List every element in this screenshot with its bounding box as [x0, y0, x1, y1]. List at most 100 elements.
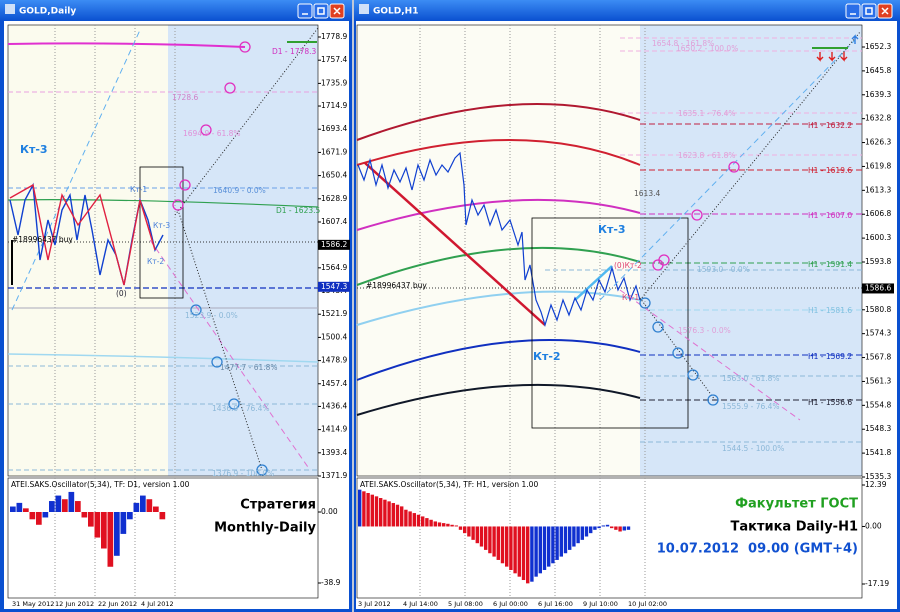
osc-bar — [442, 523, 446, 527]
annotation: 1650.2 - 100.0% — [676, 44, 738, 53]
left-window-frame-rect — [0, 0, 352, 21]
right-drawings-g-circle — [691, 209, 703, 221]
left-drawings-g-circle — [172, 199, 184, 211]
osc-bar — [395, 504, 400, 527]
caption: 10.07.2012 09.00 (GMT+4) — [657, 542, 858, 557]
price-label: 1554.8 — [865, 400, 891, 409]
osc-bar — [584, 526, 589, 537]
price-label: 1671.9 — [321, 147, 347, 156]
left-drawings-path — [7, 199, 319, 208]
price-label: 1567.8 — [865, 353, 891, 362]
price-label: 1561.3 — [865, 376, 891, 385]
osc-bar — [521, 526, 526, 581]
annotation: 1613.4 — [634, 189, 660, 198]
osc-bar — [23, 508, 29, 512]
osc-bar — [429, 519, 433, 527]
osc-bar — [458, 526, 463, 530]
time-label: 4 Jul 14:00 — [403, 600, 438, 608]
osc-bar — [101, 512, 107, 549]
osc-bar — [589, 526, 593, 534]
osc-bar — [68, 491, 75, 512]
osc-bar — [446, 523, 450, 527]
osc-bar — [62, 499, 68, 512]
time-label: 6 Jul 00:00 — [493, 600, 528, 608]
annotation: 1623.8 - 61.8% — [678, 151, 736, 160]
annotation: Кт-3 — [153, 221, 170, 230]
osc-bar — [572, 526, 576, 547]
right-window-buttons-rect[interactable] — [861, 3, 877, 19]
right-drawings-path — [356, 383, 641, 416]
osc-bar — [450, 524, 454, 527]
right-window-buttons-path[interactable] — [850, 7, 889, 15]
price-label: 1632.8 — [865, 114, 891, 123]
left-window-buttons-path[interactable] — [302, 7, 341, 15]
right-drawings-polyline — [357, 151, 641, 328]
left-drawings-g-circle — [190, 304, 202, 316]
right-window-buttons[interactable] — [845, 3, 893, 19]
osc-bar — [55, 495, 62, 512]
price-label: 1714.9 — [321, 101, 347, 110]
price-highlight — [318, 239, 350, 250]
left-window-frame-rect — [5, 4, 15, 14]
price-label: 1757.4 — [321, 55, 347, 64]
time-label: 10 Jul 02:00 — [628, 600, 667, 608]
left-drawings-g-circle — [179, 179, 191, 191]
osc-bar — [120, 512, 127, 534]
window-title: GOLD,H1 — [373, 7, 418, 17]
annotation: 1640.9 - 0.0% — [213, 186, 266, 195]
osc-bar — [159, 512, 166, 520]
left-drawings-polyline — [9, 183, 156, 286]
annotation: #18996437 buy — [12, 235, 73, 244]
annotation: Кт-3 — [20, 143, 48, 156]
osc-bar — [404, 509, 408, 527]
osc-bar — [479, 526, 484, 547]
right-window-frame-rect — [354, 0, 900, 21]
osc-bar — [416, 514, 421, 527]
price-label: 1393.4 — [321, 448, 347, 457]
annotation: 1563.0 - 61.8% — [722, 374, 780, 383]
osc-bar — [412, 513, 416, 527]
oscillator-title: ATEI.SAKS.Oscillator(5,34), TF: H1, vers… — [360, 480, 538, 489]
right-drawings-path — [356, 246, 641, 286]
osc-label: 0.00 — [321, 507, 338, 516]
annotation: 1635.1 - 76.4% — [678, 109, 736, 118]
price-label: 1628.9 — [321, 194, 347, 203]
annotation: 1593.0 - 0.0% — [697, 265, 750, 274]
osc-bar — [542, 526, 547, 570]
price-label: 1626.3 — [865, 138, 891, 147]
osc-bar — [153, 506, 159, 512]
price-highlight-label: 1547.3 — [321, 282, 347, 291]
osc-bar — [29, 512, 36, 520]
right-drawings-g — [652, 161, 740, 271]
right-drawings-g-circle — [707, 394, 719, 406]
osc-bar — [374, 496, 379, 527]
osc-bar — [484, 526, 488, 550]
annotation: H1 - 1607.0 — [808, 211, 852, 220]
right-drawings-g-circle — [652, 321, 664, 333]
right-window-buttons-rect[interactable] — [845, 3, 861, 19]
annotation: D1 - 1778.3 — [272, 47, 316, 56]
osc-bar — [505, 526, 509, 567]
left-window-buttons[interactable] — [297, 3, 345, 19]
right-drawings-path — [851, 34, 859, 44]
annotation: 1694.9 - 61.8% — [183, 129, 241, 138]
caption: Monthly-Daily — [214, 521, 316, 536]
osc-label: -38.9 — [321, 578, 341, 587]
price-label: 1457.4 — [321, 379, 347, 388]
osc-bar — [16, 502, 23, 512]
left-window-buttons-rect[interactable] — [297, 3, 313, 19]
right-drawings-line — [639, 31, 861, 301]
price-label: 1613.3 — [865, 185, 891, 194]
osc-bar — [408, 511, 412, 527]
osc-bar — [547, 526, 551, 567]
osc-bar — [475, 526, 479, 544]
osc-bar — [362, 491, 366, 527]
osc-bar — [568, 526, 572, 550]
price-label: 1778.9 — [321, 32, 347, 41]
time-label: 9 Jul 10:00 — [583, 600, 618, 608]
time-label: 22 Jun 2012 — [98, 600, 137, 608]
time-label: 5 Jul 08:00 — [448, 600, 483, 608]
osc-bar — [526, 526, 530, 584]
left-window-buttons-rect[interactable] — [313, 3, 329, 19]
osc-bar — [500, 526, 505, 564]
